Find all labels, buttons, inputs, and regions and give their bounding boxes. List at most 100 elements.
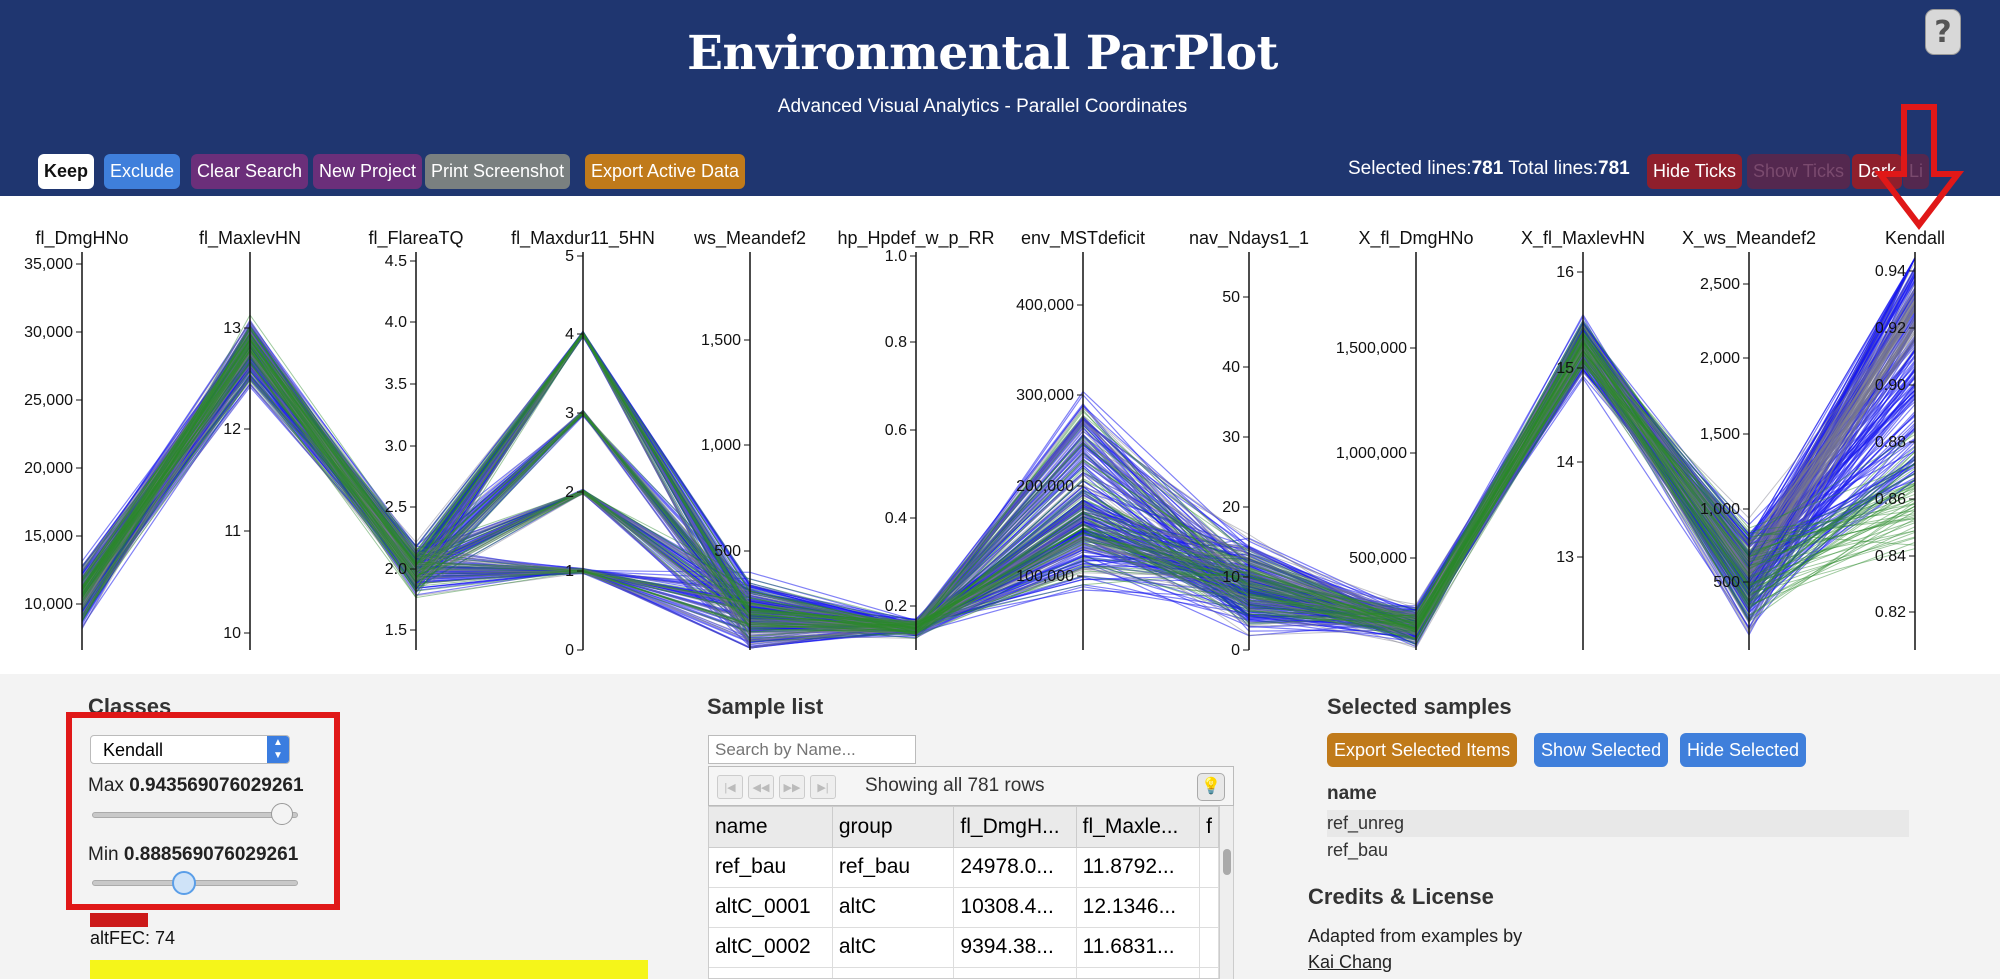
cell-name: altC_0001 xyxy=(709,887,833,928)
data-polyline xyxy=(81,310,1916,631)
data-polyline xyxy=(81,345,1916,628)
tick-label: 4.5 xyxy=(385,253,407,270)
tick-label: 0.84 xyxy=(1875,548,1906,565)
axis-title[interactable]: hp_Hpdef_w_p_RR xyxy=(837,228,994,249)
min-range-label: Min 0.888569076029261 xyxy=(88,844,298,866)
axis-title[interactable]: X_ws_Meandef2 xyxy=(1682,228,1816,249)
prev-page-icon[interactable]: ◀◀ xyxy=(748,775,774,799)
table-scroll-thumb[interactable] xyxy=(1223,849,1231,875)
tick-label: 40 xyxy=(1222,359,1240,376)
data-polyline xyxy=(81,308,1916,629)
table-row[interactable]: altC_0001 altC 10308.4... 12.1346... xyxy=(709,887,1219,928)
hide-selected-button[interactable]: Hide Selected xyxy=(1680,733,1807,767)
next-page-icon[interactable]: ▶▶ xyxy=(779,775,805,799)
tick-label: 30,000 xyxy=(24,324,73,341)
data-polyline xyxy=(81,324,1916,626)
tick-label: 2.0 xyxy=(385,561,407,578)
export-active-data-button[interactable]: Export Active Data xyxy=(585,154,746,189)
data-polyline xyxy=(81,337,1916,641)
data-polyline xyxy=(81,320,1916,635)
data-polyline xyxy=(81,309,1916,640)
dark-theme-button[interactable]: Dark xyxy=(1852,154,1903,189)
axis-title[interactable]: fl_MaxlevHN xyxy=(199,228,301,249)
axis-title[interactable]: Kendall xyxy=(1885,228,1945,248)
data-polyline xyxy=(81,341,1916,640)
class-select[interactable]: Kendall ▲ ▼ xyxy=(90,735,290,764)
lightbulb-icon[interactable]: 💡 xyxy=(1197,773,1225,801)
show-ticks-button[interactable]: Show Ticks xyxy=(1747,154,1851,189)
axis-title[interactable]: X_fl_DmgHNo xyxy=(1358,228,1473,249)
class-legend-altfec: altFEC: 74 xyxy=(90,928,176,948)
tick-label: 500,000 xyxy=(1349,550,1407,567)
sample-table: name group fl_DmgH... fl_Maxle... f ref_… xyxy=(708,806,1220,979)
help-button[interactable]: ? xyxy=(1925,9,1961,55)
axis-title[interactable]: fl_DmgHNo xyxy=(35,228,128,249)
first-page-icon[interactable]: |◀ xyxy=(717,775,743,799)
col-header-fl-dmgh[interactable]: fl_DmgH... xyxy=(953,807,1077,848)
axis-title[interactable]: env_MSTdeficit xyxy=(1021,228,1145,249)
axis-title[interactable]: nav_Ndays1_1 xyxy=(1189,228,1309,249)
new-project-button[interactable]: New Project xyxy=(313,154,423,189)
tick-label: 16 xyxy=(1556,264,1574,281)
table-row[interactable]: ref_bau ref_bau 24978.0... 11.8792... xyxy=(709,847,1219,888)
tick-label: 1 xyxy=(565,563,574,580)
col-header-group[interactable]: group xyxy=(832,807,955,848)
hide-ticks-button[interactable]: Hide Ticks xyxy=(1647,154,1743,189)
min-slider-handle[interactable] xyxy=(172,871,196,895)
data-polyline xyxy=(81,309,1916,642)
tick-label: 3.0 xyxy=(385,438,407,455)
col-header-f[interactable]: f xyxy=(1199,807,1219,848)
data-polyline xyxy=(81,314,1916,633)
axis-title[interactable]: X_fl_MaxlevHN xyxy=(1521,228,1645,249)
tick-label: 3.5 xyxy=(385,376,407,393)
tick-label: 35,000 xyxy=(24,256,73,273)
max-slider-track[interactable] xyxy=(92,812,298,818)
show-selected-button[interactable]: Show Selected xyxy=(1534,733,1669,767)
table-row[interactable]: altC_0002 altC 9394.38... 11.6831... xyxy=(709,927,1219,968)
search-input[interactable] xyxy=(708,735,916,764)
class-swatch-altfec xyxy=(90,913,148,927)
exclude-button[interactable]: Exclude xyxy=(104,154,181,189)
light-theme-button[interactable]: Li xyxy=(1903,154,1930,189)
print-screenshot-button[interactable]: Print Screenshot xyxy=(425,154,571,189)
data-polyline xyxy=(81,337,1916,633)
data-polyline xyxy=(81,323,1916,632)
total-lines-label: Total lines: xyxy=(1508,158,1598,179)
data-polyline xyxy=(81,290,1916,649)
selected-list-item[interactable]: ref_unreg xyxy=(1327,810,1909,837)
clear-search-button[interactable]: Clear Search xyxy=(191,154,309,189)
data-polyline xyxy=(81,320,1916,648)
data-polyline xyxy=(81,330,1916,632)
table-row[interactable] xyxy=(709,967,1219,978)
col-header-fl-maxle[interactable]: fl_Maxle... xyxy=(1076,807,1201,848)
parallel-coordinates-plot[interactable]: fl_DmgHNo 35,000 30,000 25,000 20,000 15,000 1… xyxy=(0,196,2000,674)
data-polyline xyxy=(81,343,1916,630)
cell-fl-dmgh: 10308.4... xyxy=(953,887,1077,928)
table-scrollbar[interactable] xyxy=(1220,806,1234,979)
data-polyline xyxy=(81,332,1916,625)
data-polyline xyxy=(81,319,1916,629)
selected-list-item[interactable]: ref_bau xyxy=(1327,840,1389,860)
data-polyline xyxy=(81,337,1916,630)
export-selected-button[interactable]: Export Selected Items xyxy=(1327,733,1518,767)
app-title: Environmental ParPlot xyxy=(687,26,1278,81)
parallel-coordinates-svg[interactable]: fl_DmgHNo 35,000 30,000 25,000 20,000 15,000 1… xyxy=(0,196,2000,674)
data-polyline xyxy=(81,344,1916,628)
tick-label: 500 xyxy=(1713,574,1740,591)
tick-label: 0.82 xyxy=(1875,604,1906,621)
data-polyline xyxy=(81,328,1916,633)
axis-title[interactable]: ws_Meandef2 xyxy=(693,228,806,249)
axis-title[interactable]: fl_FlareaTQ xyxy=(368,228,463,249)
data-polyline xyxy=(81,316,1916,626)
data-polyline xyxy=(81,293,1916,641)
col-header-name[interactable]: name xyxy=(709,807,833,848)
credits-link[interactable]: Kai Chang xyxy=(1308,952,1393,972)
tick-label: 2,500 xyxy=(1700,276,1740,293)
max-slider-handle[interactable] xyxy=(271,803,293,825)
axis-title[interactable]: fl_Maxdur11_5HN xyxy=(511,228,655,249)
tick-label: 0 xyxy=(1231,642,1240,659)
keep-button[interactable]: Keep xyxy=(38,154,95,189)
data-polyline xyxy=(81,327,1916,636)
data-polyline xyxy=(81,300,1916,633)
last-page-icon[interactable]: ▶| xyxy=(810,775,836,799)
